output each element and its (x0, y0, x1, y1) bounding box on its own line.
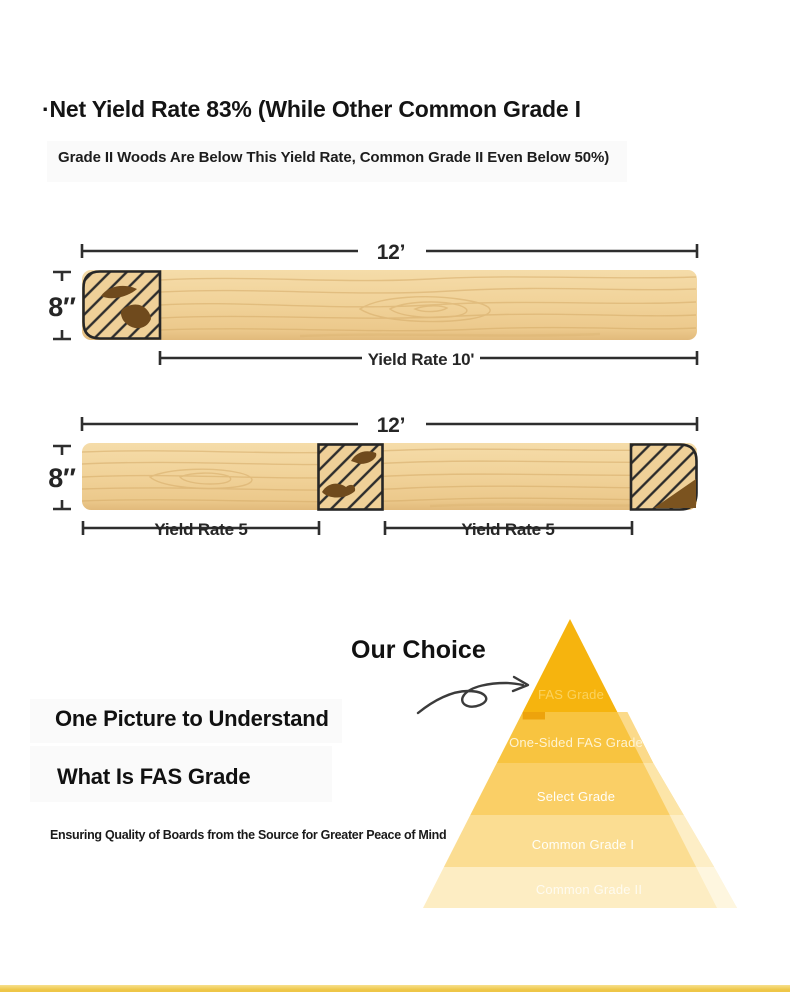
dimension-label-8in: 8″ (48, 463, 76, 493)
text-backdrop (30, 746, 332, 802)
pyramid-label-select: Select Grade (537, 789, 615, 804)
pyramid-step-face (669, 815, 715, 867)
dimension-line-yield10 (158, 351, 699, 365)
board1-length-dimension: 12’ (80, 241, 699, 264)
dimension-line-12ft (80, 244, 699, 258)
pyramid-label-common2: Common Grade II (536, 882, 642, 897)
knot (322, 483, 356, 498)
page-title: ·Net Yield Rate 83% (While Other Common … (42, 96, 581, 122)
board-diagrams: 12’ 8″ Yield Rate (48, 241, 699, 539)
bottom-accent-bar (0, 985, 790, 992)
grade-pyramid: FAS Grade One-Sided FAS Grade Select Gra… (416, 619, 737, 908)
dimension-label-yield5-right: Yield Rate 5 (461, 520, 554, 539)
intro-line2: What Is FAS Grade (57, 764, 251, 789)
board1-body (82, 270, 697, 340)
board1-yield-dimension: Yield Rate 10' (158, 350, 699, 369)
knot (120, 304, 151, 329)
page-subtitle: Grade II Woods Are Below This Yield Rate… (58, 149, 610, 166)
board2-yield-dimensions: Yield Rate 5 Yield Rate 5 (81, 520, 634, 539)
board1-defect-hatch (82, 270, 162, 340)
board1 (82, 270, 697, 340)
text-backdrop (47, 141, 627, 182)
dimension-line-12ft (80, 417, 699, 431)
pyramid-label-one-sided-fas: One-Sided FAS Grade (509, 735, 643, 750)
arrow-head (511, 675, 530, 693)
choice-arrow-icon (416, 675, 530, 715)
pyramid-level-common1 (443, 815, 715, 867)
dimension-label-12ft: 12’ (377, 414, 406, 437)
pyramid-level-one-sided-fas (496, 712, 654, 763)
pyramid-level-fas (522, 619, 618, 712)
text-backdrop (30, 699, 342, 743)
wane-defect (654, 479, 696, 508)
dimension-label-yield10: Yield Rate 10' (368, 350, 475, 369)
dimension-label-12ft: 12’ (377, 241, 406, 264)
board1-height-dimension: 8″ (48, 270, 76, 341)
intro-line1: One Picture to Understand (55, 706, 329, 731)
arrow-curve (416, 681, 525, 715)
pyramid-step-face (522, 712, 545, 720)
pyramid-label-fas: FAS Grade (538, 687, 604, 702)
pyramid-step-face (696, 867, 737, 908)
pyramid-level-select (470, 763, 684, 815)
our-choice-label: Our Choice (351, 636, 486, 664)
pyramid-level-common2 (423, 867, 737, 908)
dimension-label-8in: 8″ (48, 292, 76, 322)
knot (101, 285, 137, 299)
dimension-line-yield5-right (383, 521, 634, 535)
knot (351, 451, 377, 464)
pyramid-label-common1: Common Grade I (532, 837, 635, 852)
dimension-marks-8in (53, 444, 71, 511)
board2-height-dimension: 8″ (48, 444, 76, 511)
tagline: Ensuring Quality of Boards from the Sour… (50, 828, 447, 842)
dimension-label-yield5-left: Yield Rate 5 (154, 520, 247, 539)
dimension-line-yield5-left (81, 521, 321, 535)
board2 (82, 443, 698, 511)
board2-length-dimension: 12’ (80, 414, 699, 437)
dimension-marks-8in (53, 270, 71, 341)
board1-wood-grain (159, 276, 697, 338)
pyramid-step-face (643, 763, 684, 815)
pyramid-step-face (617, 712, 654, 763)
